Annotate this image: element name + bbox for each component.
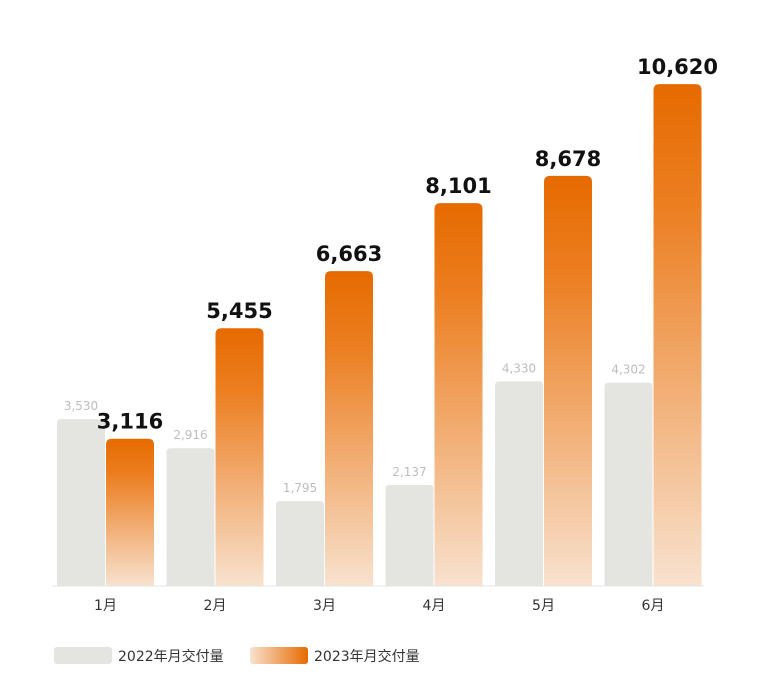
value-label-2022-6: 4,302 <box>611 363 645 377</box>
x-tick-label-2: 2月 <box>204 598 227 614</box>
legend-swatch-2023 <box>250 647 308 664</box>
series-2022-bars <box>57 381 653 586</box>
bar-2023-3 <box>325 271 373 586</box>
value-label-2022-2: 2,916 <box>173 428 207 442</box>
series-2023-bars <box>106 84 702 586</box>
value-label-2022-3: 1,795 <box>283 481 317 495</box>
value-label-2023-5: 8,678 <box>535 147 601 171</box>
bar-2023-6 <box>653 84 702 586</box>
value-label-2023-6: 10,620 <box>637 55 718 79</box>
bar-2022-1 <box>57 419 105 586</box>
legend: 2022年月交付量 2023年月交付量 <box>54 647 420 665</box>
bar-2023-5 <box>544 175 592 586</box>
bar-2023-2 <box>215 328 264 586</box>
x-axis-tick-labels: 1月 2月 3月 4月 5月 6月 <box>94 598 664 614</box>
legend-label-2023: 2023年月交付量 <box>314 648 420 665</box>
value-label-2022-4: 2,137 <box>392 465 426 479</box>
series-2023-labels: 3,116 5,455 6,663 8,101 8,678 10,620 <box>97 55 718 434</box>
bar-2023-1 <box>106 438 154 586</box>
series-2022-labels: 3,530 2,916 1,795 2,137 4,330 4,302 <box>64 361 646 495</box>
legend-label-2022: 2022年月交付量 <box>118 648 224 665</box>
x-tick-label-4: 4月 <box>423 598 446 614</box>
bar-2022-2 <box>166 448 215 586</box>
x-tick-label-1: 1月 <box>94 598 117 614</box>
bar-2023-4 <box>434 203 483 586</box>
value-label-2023-4: 8,101 <box>425 174 491 198</box>
value-label-2022-5: 4,330 <box>502 361 536 375</box>
value-label-2023-1: 3,116 <box>97 410 163 434</box>
x-tick-label-5: 5月 <box>532 598 555 614</box>
bar-2022-6 <box>604 382 653 586</box>
bar-2022-4 <box>385 485 434 586</box>
value-label-2022-1: 3,530 <box>64 399 98 413</box>
x-tick-label-6: 6月 <box>642 598 665 614</box>
x-tick-label-3: 3月 <box>313 598 336 614</box>
legend-swatch-2022 <box>54 647 112 664</box>
value-label-2023-3: 6,663 <box>316 242 382 266</box>
bar-2022-3 <box>276 501 324 586</box>
value-label-2023-2: 5,455 <box>206 299 272 323</box>
bar-2022-5 <box>495 381 543 586</box>
